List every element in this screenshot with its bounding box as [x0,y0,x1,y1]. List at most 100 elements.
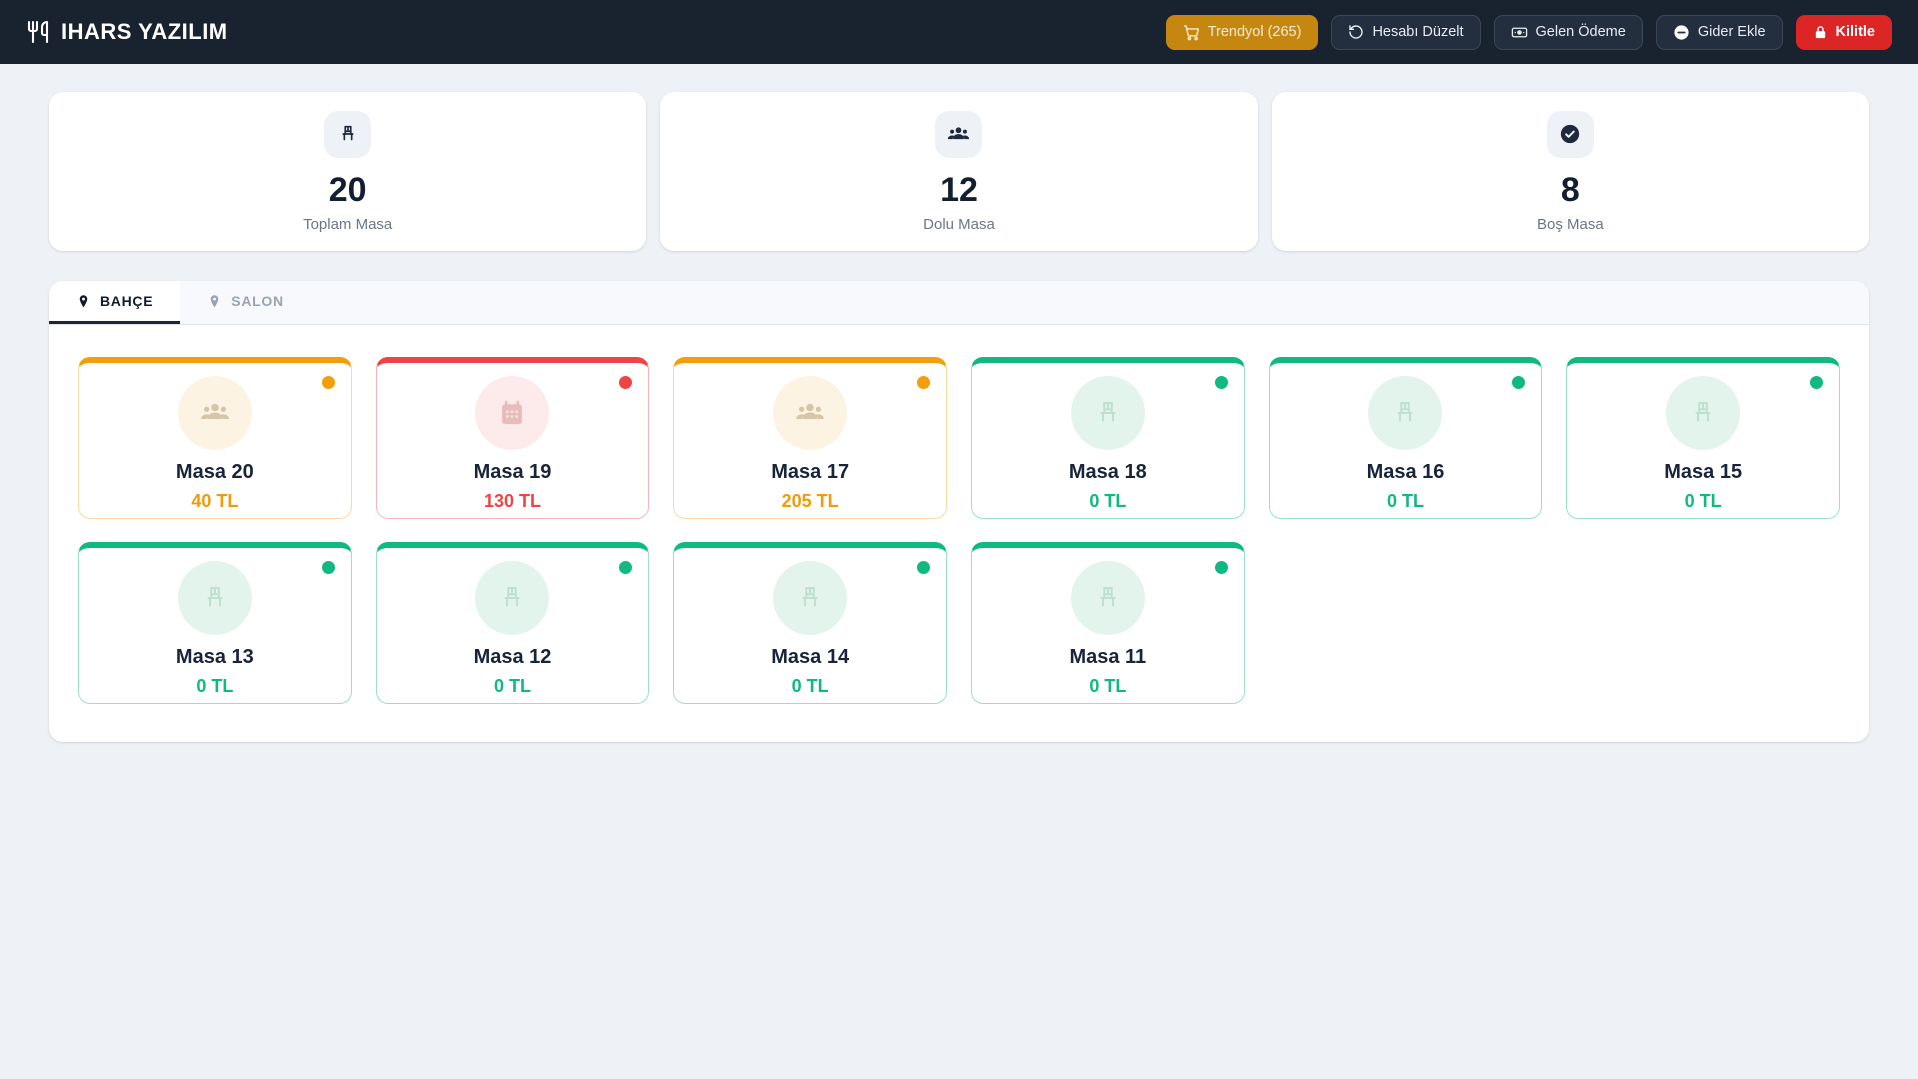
table-avatar [1368,376,1443,450]
occupied-tables-label: Dolu Masa [923,215,995,233]
banknote-icon [1511,24,1528,41]
table-name: Masa 12 [473,646,552,668]
table-name: Masa 11 [1069,646,1147,668]
table-name: Masa 14 [771,646,850,668]
map-pin-icon [207,294,222,309]
table-amount: 0 TL [1089,491,1127,511]
chair-icon [504,587,520,607]
users-icon [796,403,824,419]
status-dot [916,376,930,389]
table-amount: 0 TL [493,676,531,696]
table-card[interactable]: Masa 13 0 TL [78,542,352,704]
calendar-icon [502,400,523,425]
table-avatar [475,561,550,635]
shopping-cart-icon [1183,24,1200,41]
status-dot [1214,376,1228,389]
table-name: Masa 19 [473,461,552,483]
lock-button[interactable]: Kilitle [1795,14,1892,50]
table-amount: 0 TL [1386,491,1424,511]
stat-card-empty-tables: 8 Boş Masa [1271,92,1869,251]
table-name: Masa 16 [1366,461,1445,483]
tab-bahce-label: BAHÇE [100,293,154,309]
table-amount: 0 TL [1089,676,1127,696]
chair-icon [1695,402,1711,422]
top-navbar: IHARS YAZILIM Trendyol (265) Hesabı Düze… [0,0,1918,64]
table-amount: 205 TL [781,491,839,511]
brand: IHARS YAZILIM [26,19,228,45]
tab-salon-label: SALON [231,293,284,309]
table-card[interactable]: Masa 16 0 TL [1268,357,1543,519]
table-card[interactable]: Masa 14 0 TL [673,542,947,704]
table-amount: 40 TL [191,491,239,511]
utensils-icon [26,20,50,44]
minus-circle-icon [1673,24,1690,41]
table-card[interactable]: Masa 11 0 TL [970,542,1245,704]
status-dot [1809,376,1823,389]
status-dot [1512,376,1526,389]
status-dot [1214,561,1228,574]
table-avatar [1666,376,1741,450]
table-avatar [1070,376,1145,450]
chair-icon [324,110,372,158]
table-avatar [177,561,252,635]
add-expense-button-label: Gider Ekle [1697,24,1766,40]
stat-card-occupied-tables: 12 Dolu Masa [660,92,1258,251]
table-amount: 130 TL [483,491,541,511]
table-name: Masa 15 [1664,461,1743,483]
table-card[interactable]: Masa 20 40 TL [78,357,352,519]
status-dot [619,376,633,389]
table-card[interactable]: Masa 17 205 TL [673,357,947,519]
brand-title: IHARS YAZILIM [61,19,228,44]
add-expense-button[interactable]: Gider Ekle [1655,14,1783,50]
chair-icon [1100,402,1116,422]
table-name: Masa 17 [771,461,850,483]
empty-tables-value: 8 [1560,170,1580,209]
users-icon [935,110,983,158]
status-dot [619,561,633,574]
tables-grid: Masa 20 40 TL Masa 19 130 TL Masa 17 205… [49,325,1869,742]
chair-icon [1100,587,1116,607]
chair-icon [1397,402,1413,422]
table-avatar [1070,561,1145,635]
total-tables-label: Toplam Masa [303,215,393,233]
trendyol-button[interactable]: Trendyol (265) [1165,14,1319,50]
total-tables-value: 20 [328,170,367,209]
tab-bar: BAHÇE SALON [49,281,1869,325]
table-amount: 0 TL [1684,491,1722,511]
table-amount: 0 TL [791,676,829,696]
incoming-payment-button[interactable]: Gelen Ödeme [1493,14,1643,50]
users-icon [201,403,229,419]
trendyol-button-label: Trendyol (265) [1207,24,1302,40]
lock-button-label: Kilitle [1835,24,1875,40]
table-avatar [177,376,252,450]
status-dot [321,376,335,389]
empty-tables-label: Boş Masa [1536,215,1604,233]
rotate-ccw-icon [1348,24,1364,40]
table-card[interactable]: Masa 18 0 TL [970,357,1245,519]
chair-icon [802,587,818,607]
check-circle-icon [1546,110,1594,158]
table-card[interactable]: Masa 12 0 TL [375,542,650,704]
tab-salon[interactable]: SALON [180,281,311,324]
fix-account-button-label: Hesabı Düzelt [1372,24,1464,40]
status-dot [321,561,335,574]
stat-card-total-tables: 20 Toplam Masa [49,92,647,251]
occupied-tables-value: 12 [940,170,978,209]
fix-account-button[interactable]: Hesabı Düzelt [1331,14,1481,50]
tab-bahce[interactable]: BAHÇE [49,281,181,324]
stats-row: 20 Toplam Masa 12 Dolu Masa 8 Boş Masa [49,92,1869,251]
incoming-payment-button-label: Gelen Ödeme [1535,24,1626,40]
table-avatar [773,561,848,635]
table-amount: 0 TL [196,676,234,696]
table-avatar [475,376,550,450]
navbar-actions: Trendyol (265) Hesabı Düzelt Gelen Ödeme [1165,14,1892,50]
table-name: Masa 20 [175,461,254,483]
status-dot [916,561,930,574]
table-card[interactable]: Masa 15 0 TL [1566,357,1840,519]
lock-icon [1813,25,1828,40]
tables-panel: BAHÇE SALON Masa 20 40 TL [49,281,1869,742]
table-avatar [773,376,848,450]
table-name: Masa 18 [1068,461,1147,483]
map-pin-icon [76,294,91,309]
table-card[interactable]: Masa 19 130 TL [375,357,650,519]
